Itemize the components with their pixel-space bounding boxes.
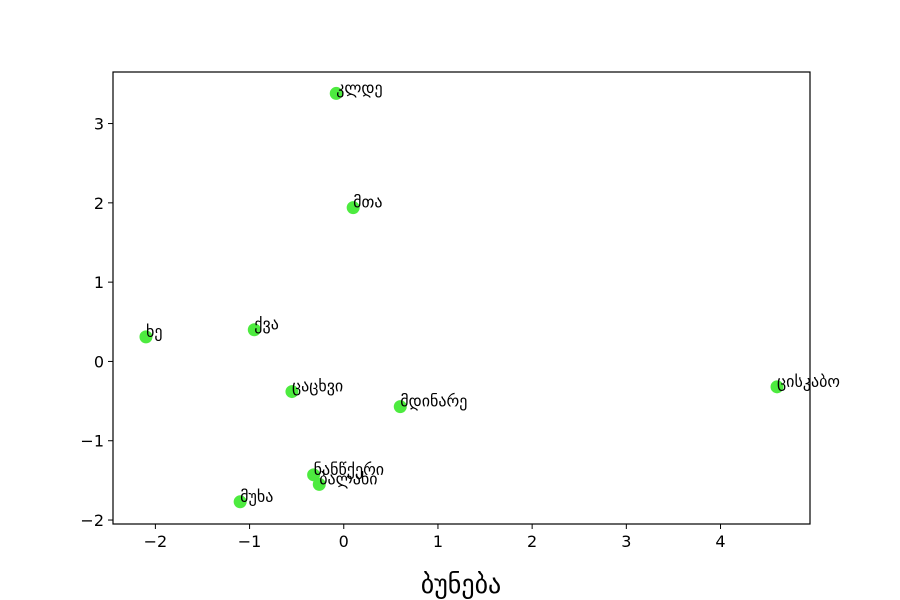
y-tick-label: 0 [94, 352, 104, 371]
x-tick-label: 1 [433, 532, 443, 551]
point-label: ქვა [254, 315, 279, 334]
data-point [312, 477, 326, 491]
data-point [346, 201, 360, 215]
data-point [139, 330, 153, 344]
point-label: კლდე [336, 78, 382, 97]
x-tick-label: −1 [238, 532, 262, 551]
x-axis-title: ბუნება [421, 570, 502, 600]
data-point [233, 495, 247, 509]
point-label: ბალახი [319, 469, 377, 488]
x-tick-label: 3 [621, 532, 631, 551]
data-point [393, 400, 407, 414]
point-label: მდინარე [400, 392, 467, 411]
data-point [307, 468, 321, 482]
x-tick-label: 4 [715, 532, 725, 551]
y-tick-label: −2 [80, 511, 104, 530]
data-point [285, 385, 299, 399]
data-point [770, 380, 784, 394]
point-label: ცაცხვი [292, 377, 343, 396]
point-label: ნანწქერი [314, 460, 384, 479]
y-axis-ticks: −2 −1 0 1 2 3 [80, 115, 113, 530]
x-tick-label: −2 [144, 532, 168, 551]
data-points: კლდე მთა ქვა ხე ცაცხვი მდინარე ცისკაბო ნანწქერი… [139, 78, 840, 509]
data-point [329, 86, 343, 100]
x-tick-label: 2 [527, 532, 537, 551]
y-tick-label: 3 [94, 115, 104, 134]
y-tick-label: 2 [94, 194, 104, 213]
point-label: ხე [146, 322, 162, 341]
y-tick-label: 1 [94, 273, 104, 292]
point-label: მუხა [240, 487, 273, 506]
data-point [247, 323, 261, 337]
point-label: მთა [353, 193, 382, 212]
point-label: ცისკაბო [777, 372, 840, 391]
y-tick-label: −1 [80, 432, 104, 451]
x-axis-ticks: −2 −1 0 1 2 3 4 [144, 524, 726, 551]
x-tick-label: 0 [339, 532, 349, 551]
plot-frame [112, 71, 811, 525]
